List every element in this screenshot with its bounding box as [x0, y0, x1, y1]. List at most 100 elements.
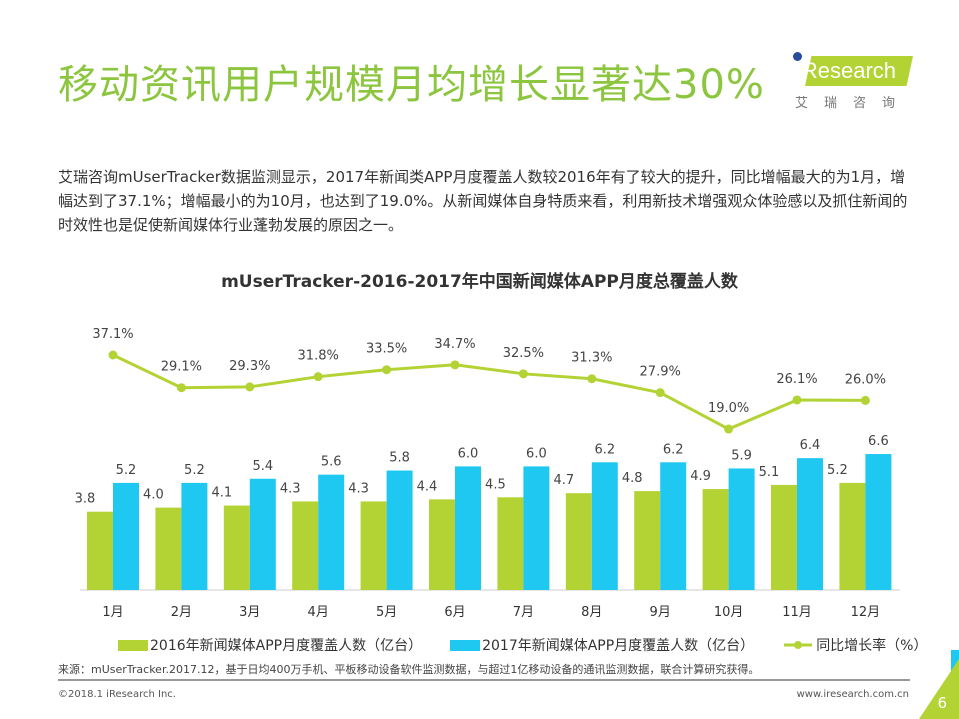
- growth-label: 26.0%: [845, 372, 886, 387]
- growth-point: [792, 395, 802, 405]
- bar-2017-label: 6.2: [594, 442, 615, 457]
- website-url[interactable]: www.iresearch.com.cn: [796, 689, 909, 700]
- growth-label: 29.1%: [161, 360, 202, 375]
- bar-2016-label: 4.8: [622, 471, 643, 486]
- legend-growth: 同比增长率（%）: [782, 635, 928, 655]
- bar-2016-label: 4.3: [280, 481, 301, 496]
- growth-point: [382, 365, 392, 375]
- bar-2016-label: 5.1: [759, 465, 780, 480]
- growth-point: [587, 374, 597, 384]
- bar-2016: [360, 501, 387, 590]
- bar-2017-label: 6.0: [458, 446, 479, 461]
- legend-2016: 2016年新闻媒体APP月度覆盖人数（亿台）: [118, 635, 422, 655]
- growth-label: 34.7%: [434, 337, 475, 352]
- bar-2016: [839, 482, 866, 590]
- growth-point: [724, 424, 734, 434]
- chart-title: mUserTracker-2016-2017年中国新闻媒体APP月度总覆盖人数: [221, 272, 738, 292]
- growth-label: 26.1%: [776, 372, 817, 387]
- growth-label: 19.0%: [708, 401, 749, 416]
- x-tick-label: 8月: [581, 605, 602, 620]
- bar-2017-label: 5.4: [252, 459, 273, 474]
- bar-2017-label: 6.2: [663, 442, 684, 457]
- bar-2016-label: 4.4: [417, 479, 438, 494]
- bar-2017: [728, 468, 755, 590]
- growth-point: [313, 372, 323, 382]
- bar-2017-label: 5.6: [321, 455, 342, 470]
- bar-2017: [249, 478, 276, 590]
- bar-2016: [87, 511, 113, 590]
- bar-2017: [591, 462, 618, 590]
- x-tick-label: 1月: [102, 605, 123, 620]
- x-tick-label: 11月: [782, 605, 812, 620]
- logo-cn: 艾瑞咨询: [795, 96, 912, 111]
- growth-label: 33.5%: [366, 342, 407, 357]
- bar-2016-label: 4.0: [143, 488, 164, 503]
- summary-paragraph: 艾瑞咨询mUserTracker数据监测显示，2017年新闻类APP月度覆盖人数…: [58, 168, 908, 234]
- growth-label: 27.9%: [640, 365, 681, 380]
- bar-2017: [386, 470, 413, 590]
- x-tick-label: 6月: [444, 605, 465, 620]
- bar-2017: [113, 482, 139, 590]
- page-title: 移动资讯用户规模月均增长显著达30%: [58, 62, 765, 108]
- x-tick-label: 7月: [513, 605, 534, 620]
- bar-2017: [523, 466, 550, 590]
- source-note: 来源：mUserTracker.2017.12，基于日均400万手机、平板移动设…: [58, 663, 760, 676]
- bar-2016-label: 4.5: [485, 477, 506, 492]
- growth-point: [655, 388, 665, 398]
- growth-point: [108, 350, 118, 360]
- legend-growth-label: 同比增长率（%）: [816, 638, 928, 654]
- x-tick-label: 5月: [376, 605, 397, 620]
- bar-2016-label: 5.2: [827, 463, 848, 478]
- legend: 2016年新闻媒体APP月度覆盖人数（亿台） 2017年新闻媒体APP月度覆盖人…: [118, 635, 928, 655]
- bar-2016: [634, 491, 661, 590]
- bar-2017-label: 6.0: [526, 446, 547, 461]
- bar-2016: [702, 489, 729, 590]
- divider: [58, 679, 910, 681]
- bar-2017: [181, 482, 208, 590]
- bar-2017: [797, 458, 823, 590]
- bar-2017-label: 5.8: [389, 451, 410, 466]
- bar-2017-label: 5.9: [731, 448, 752, 463]
- bar-2016-label: 3.8: [75, 492, 96, 507]
- growth-point: [245, 382, 255, 392]
- bar-2017: [455, 466, 481, 590]
- bar-2016: [429, 499, 455, 590]
- bar-2016-label: 4.7: [553, 473, 574, 488]
- growth-line: [112, 353, 866, 431]
- growth-label: 37.1%: [92, 327, 133, 342]
- x-tick-label: 4月: [308, 605, 329, 620]
- bar-2016-label: 4.9: [690, 469, 711, 484]
- growth-label: 31.3%: [571, 351, 612, 366]
- bar-2016: [292, 501, 319, 590]
- bar-2017: [865, 454, 892, 590]
- bar-2017-label: 6.4: [800, 438, 821, 453]
- x-tick-label: 9月: [650, 605, 671, 620]
- growth-point: [450, 360, 460, 370]
- bar-2016: [565, 493, 592, 590]
- growth-label: 29.3%: [229, 359, 270, 374]
- x-tick-label: 3月: [239, 605, 260, 620]
- bar-2016: [223, 505, 250, 590]
- bar-2016: [155, 507, 182, 590]
- logo-name: iResearch: [797, 58, 897, 83]
- bar-2016: [497, 497, 524, 590]
- growth-label: 32.5%: [503, 346, 544, 361]
- bar-2017: [660, 462, 687, 590]
- bar-2016: [771, 484, 797, 590]
- growth-label: 31.8%: [298, 349, 339, 364]
- bar-2017: [318, 474, 345, 590]
- bar-2017-label: 5.2: [116, 463, 137, 478]
- x-tick-label: 10月: [714, 605, 744, 620]
- page-number: 6: [937, 694, 947, 712]
- copyright: ©2018.1 iResearch Inc.: [58, 689, 176, 700]
- growth-point: [176, 383, 186, 393]
- bar-2017-label: 5.2: [184, 463, 205, 478]
- x-tick-label: 2月: [171, 605, 192, 620]
- bar-2017-label: 6.6: [868, 434, 889, 449]
- iresearch-logo: iResearch 艾瑞咨询: [793, 52, 913, 112]
- growth-point: [860, 395, 870, 405]
- bar-2016-label: 4.1: [211, 486, 232, 501]
- legend-2017: 2017年新闻媒体APP月度覆盖人数（亿台）: [450, 635, 754, 655]
- legend-2017-label: 2017年新闻媒体APP月度覆盖人数（亿台）: [482, 638, 755, 654]
